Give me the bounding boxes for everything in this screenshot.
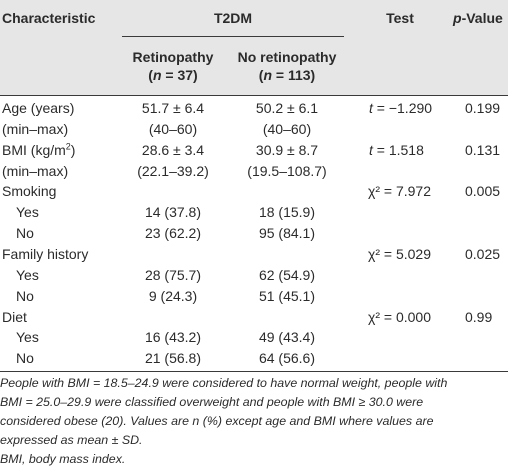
row-label: Yes xyxy=(16,329,39,345)
cell-test: χ² = 0.000 xyxy=(368,309,431,325)
header-p-value: p-Value xyxy=(453,10,503,26)
cell-retinopathy: 21 (56.8) xyxy=(144,350,202,366)
row-label: (min–max) xyxy=(2,163,69,179)
header-no-retinopathy: No retinopathy xyxy=(237,49,337,65)
cell-no-retinopathy: 30.9 ± 8.7 xyxy=(255,142,319,158)
header-test: Test xyxy=(386,10,414,26)
cell-no-retinopathy: (40–60) xyxy=(262,121,312,137)
cell-retinopathy: (40–60) xyxy=(148,121,198,137)
row-label: Family history xyxy=(2,246,89,262)
table-bottom-rule xyxy=(0,371,508,372)
header-retinopathy: Retinopathy xyxy=(132,49,214,65)
cell-no-retinopathy: 49 (43.4) xyxy=(258,329,316,345)
footnote-line: considered obese (20). Values are n (%) … xyxy=(0,414,434,428)
cell-test: χ² = 7.972 xyxy=(368,183,431,199)
cell-no-retinopathy: 51 (45.1) xyxy=(258,288,316,304)
citation-link[interactable]: 20 xyxy=(105,414,120,428)
table-footnote: People with BMI = 18.5–24.9 were conside… xyxy=(0,374,508,469)
cell-no-retinopathy: 95 (84.1) xyxy=(258,225,316,241)
footnote-line: expressed as mean ± SD. xyxy=(0,433,143,447)
header-bottom-rule xyxy=(0,95,508,96)
row-label: Yes xyxy=(16,204,39,220)
header-group-t2dm: T2DM xyxy=(213,10,253,26)
cell-p-value: 0.025 xyxy=(465,246,501,262)
footnote-line: BMI = 25.0–29.9 were classified overweig… xyxy=(0,395,424,409)
cell-retinopathy: 9 (24.3) xyxy=(148,288,198,304)
row-label: Smoking xyxy=(2,183,57,199)
cell-retinopathy: 28.6 ± 3.4 xyxy=(141,142,205,158)
cell-test: t = −1.290 xyxy=(369,100,433,116)
row-label: (min–max) xyxy=(2,121,69,137)
cell-p-value: 0.005 xyxy=(465,183,501,199)
group-underline xyxy=(122,36,344,37)
cell-test: χ² = 5.029 xyxy=(368,246,431,262)
cell-retinopathy: 14 (37.8) xyxy=(144,204,202,220)
cell-no-retinopathy: 18 (15.9) xyxy=(258,204,316,220)
row-label: BMI (kg/m2) xyxy=(2,141,76,158)
cell-retinopathy: 28 (75.7) xyxy=(144,267,202,283)
row-label: Diet xyxy=(2,309,27,325)
cell-no-retinopathy: 62 (54.9) xyxy=(258,267,316,283)
cell-p-value: 0.199 xyxy=(465,100,501,116)
row-label: No xyxy=(16,350,34,366)
row-label: Yes xyxy=(16,267,39,283)
header-no-retinopathy-n: (n = 113) xyxy=(258,67,316,83)
cell-retinopathy: (22.1–39.2) xyxy=(137,163,209,179)
cell-retinopathy: 51.7 ± 6.4 xyxy=(141,100,205,116)
footnote-abbreviation: BMI, body mass index. xyxy=(0,452,126,466)
cell-no-retinopathy: (19.5–108.7) xyxy=(247,163,327,179)
cell-no-retinopathy: 64 (56.6) xyxy=(258,350,316,366)
cell-p-value: 0.131 xyxy=(465,142,501,158)
footnote-line: People with BMI = 18.5–24.9 were conside… xyxy=(0,376,448,390)
row-label: Age (years) xyxy=(2,100,75,116)
row-label: No xyxy=(16,225,34,241)
cell-test: t = 1.518 xyxy=(369,142,424,158)
header-characteristic: Characteristic xyxy=(2,10,96,26)
header-retinopathy-n: (n = 37) xyxy=(148,67,198,83)
cell-retinopathy: 23 (62.2) xyxy=(144,225,202,241)
table-header-background xyxy=(0,0,508,95)
row-label: No xyxy=(16,288,34,304)
cell-p-value: 0.99 xyxy=(465,309,493,325)
cell-no-retinopathy: 50.2 ± 6.1 xyxy=(255,100,319,116)
cell-retinopathy: 16 (43.2) xyxy=(144,329,202,345)
